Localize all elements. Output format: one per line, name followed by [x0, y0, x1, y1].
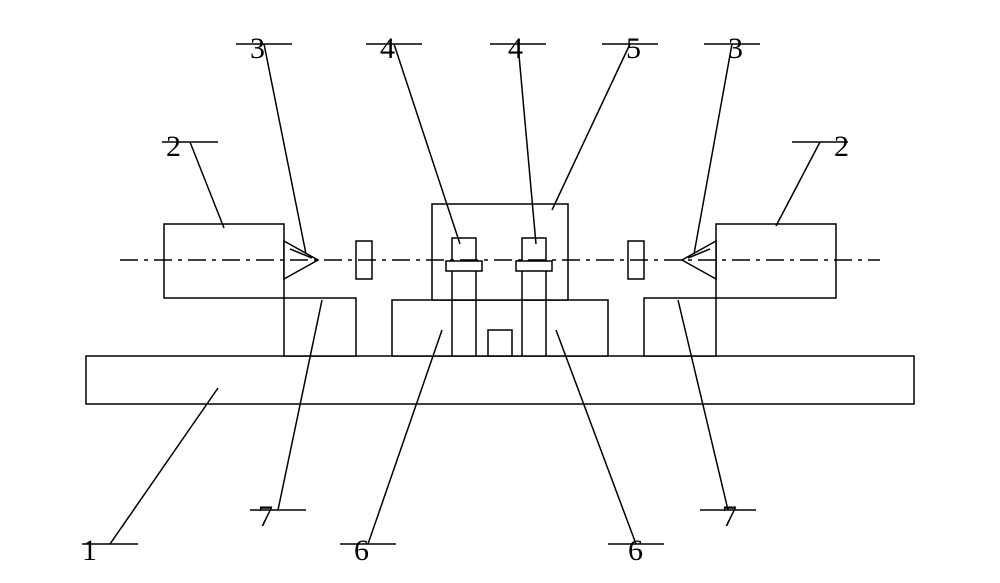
label-2: 2	[166, 130, 181, 163]
leader-line	[552, 44, 630, 210]
cap-left	[446, 261, 482, 271]
center-slot	[488, 330, 512, 356]
leader-line	[394, 44, 460, 244]
label-3: 3	[728, 32, 743, 65]
label-4: 4	[508, 32, 523, 65]
cap-right	[516, 261, 552, 271]
label-3: 3	[250, 32, 265, 65]
label-6: 6	[628, 534, 643, 567]
label-1: 1	[82, 534, 97, 567]
leader-line	[190, 142, 224, 228]
label-7: 7	[722, 500, 737, 533]
leader-line	[264, 44, 306, 254]
leader-line	[694, 44, 732, 254]
label-7: 7	[258, 500, 273, 533]
label-5: 5	[626, 32, 641, 65]
right-block	[716, 224, 836, 298]
base-plate	[86, 356, 914, 404]
leader-line	[110, 388, 218, 544]
leader-line	[776, 142, 820, 226]
label-2: 2	[834, 130, 849, 163]
label-4: 4	[380, 32, 395, 65]
label-6: 6	[354, 534, 369, 567]
left-block	[164, 224, 284, 298]
